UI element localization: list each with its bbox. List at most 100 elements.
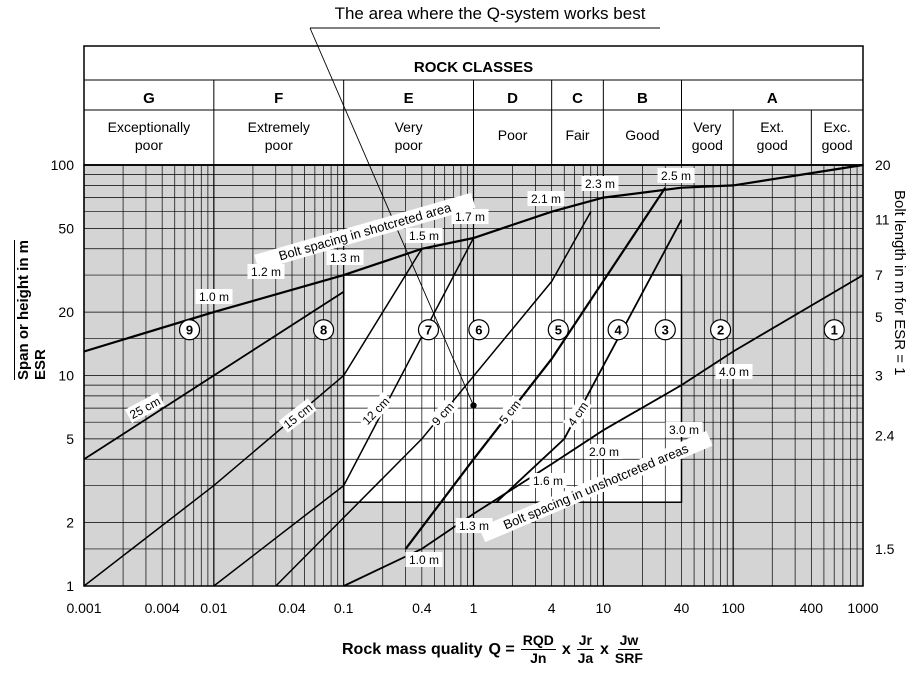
- label-thickness-bg: [562, 396, 593, 431]
- frac-rqd-jn: RQD Jn: [520, 632, 556, 666]
- x-label-q: Q =: [488, 640, 515, 658]
- label-spacing-upper-text: 2.3 m: [585, 177, 615, 191]
- x-tick-label: 0.1: [334, 600, 354, 616]
- label-spacing-upper: 2.3 m: [581, 176, 619, 191]
- class-desc-A: Ext.: [760, 119, 784, 135]
- label-spacing-lower-bg: [715, 364, 753, 379]
- frac-jw-srf: Jw SRF: [614, 632, 643, 666]
- zone-marker-9: [178, 319, 201, 341]
- curve-1: [83, 163, 864, 353]
- frac-jr-ja: Jr Ja: [576, 632, 594, 666]
- y-left-label-num: Span or height in m: [15, 239, 32, 380]
- label-spacing-upper-bg: [581, 176, 619, 191]
- class-letter-A: A: [767, 90, 778, 107]
- zone-marker-3: [654, 319, 676, 341]
- zone-label-4: 4: [615, 323, 623, 338]
- curve-8: [343, 274, 864, 587]
- label-spacing-upper: 1.7 m: [451, 209, 489, 224]
- times-1: x: [561, 640, 571, 658]
- curve-2: [83, 290, 345, 461]
- y-right-tick-label: 11: [875, 212, 890, 228]
- class-desc-D: Poor: [498, 127, 528, 143]
- label-spacing-lower: 3.0 m: [665, 422, 703, 437]
- x-label-prefix: Rock mass quality: [342, 640, 483, 658]
- zone-label-5: 5: [555, 323, 562, 338]
- zone-label-7: 7: [425, 323, 432, 338]
- label-spacing-lower-text: 3.0 m: [669, 423, 699, 437]
- class-letter-E: E: [404, 90, 414, 107]
- label-spacing-lower: 1.3 m: [455, 518, 493, 533]
- label-spacing-lower-text: 1.0 m: [409, 553, 439, 567]
- x-tick-label: 1: [470, 600, 478, 616]
- label-thickness-bg: [124, 392, 165, 423]
- label-spacing-lower-bg: [455, 518, 493, 533]
- class-desc-A: good: [822, 137, 853, 153]
- label-spacing-upper-bg: [195, 289, 233, 304]
- class-letter-D: D: [507, 90, 518, 107]
- curve-5: [275, 211, 592, 587]
- x-tick-label: 40: [674, 600, 690, 616]
- label-spacing-lower-bg: [665, 422, 703, 437]
- y-left-label-den: ESR: [32, 349, 49, 380]
- zone-marker-1: [823, 319, 845, 341]
- class-letter-B: B: [637, 90, 648, 107]
- zone-label-3: 3: [662, 323, 669, 338]
- label-spacing-upper: 1.5 m: [405, 228, 443, 243]
- label-spacing-lower: 2.0 m: [585, 444, 623, 459]
- label-spacing-lower-bg: [585, 444, 623, 459]
- zone-label-2: 2: [717, 323, 724, 338]
- label-spacing-lower-text: 2.0 m: [589, 445, 619, 459]
- y-left-tick-label: 100: [51, 157, 75, 173]
- x-tick-label: 0.001: [66, 600, 101, 616]
- x-tick-label: 0.01: [200, 600, 227, 616]
- zone-marker-8: [312, 319, 335, 341]
- x-tick-label: 100: [721, 600, 745, 616]
- label-spacing-upper: 2.5 m: [657, 168, 695, 183]
- y-left-tick-label: 50: [58, 220, 74, 236]
- label-spacing-upper-bg: [326, 250, 364, 265]
- y-left-tick-label: 1: [66, 578, 74, 594]
- zone-label-1: 1: [831, 323, 838, 338]
- class-letter-G: G: [143, 90, 155, 107]
- class-desc-A: Very: [693, 119, 721, 135]
- class-desc-A: good: [757, 137, 788, 153]
- label-spacing-upper-text: 1.3 m: [330, 251, 360, 265]
- label-thickness-bg: [278, 398, 317, 433]
- label-spacing-upper-bg: [657, 168, 695, 183]
- class-desc-B: Good: [625, 127, 659, 143]
- label-spacing-upper-text: 1.0 m: [199, 290, 229, 304]
- label-spacing-upper-bg: [247, 264, 285, 279]
- class-desc-G: poor: [135, 137, 163, 153]
- y-right-tick-label: 5: [875, 309, 883, 325]
- class-desc-G: Exceptionally: [108, 119, 191, 135]
- x-tick-label: 4: [548, 600, 556, 616]
- top-callout: The area where the Q-system works best: [334, 4, 646, 23]
- class-letter-C: C: [572, 90, 583, 107]
- x-tick-label: 1000: [847, 600, 878, 616]
- label-spacing-upper-text: 1.7 m: [455, 210, 485, 224]
- class-desc-E: poor: [395, 137, 423, 153]
- label-spacing-upper-text: 1.5 m: [409, 229, 439, 243]
- x-tick-label: 10: [596, 600, 612, 616]
- zone-marker-2: [709, 319, 732, 341]
- zone-marker-4: [607, 319, 629, 341]
- label-thickness-bg: [494, 395, 525, 429]
- x-tick-label: 0.004: [145, 600, 180, 616]
- zone-marker-7: [417, 319, 440, 341]
- label-spacing-upper-bg: [527, 191, 565, 206]
- x-tick-label: 0.4: [412, 600, 432, 616]
- x-tick-label: 0.04: [278, 600, 305, 616]
- label-spacing-upper-text: 2.5 m: [661, 169, 691, 183]
- label-thickness-bg: [426, 397, 459, 430]
- label-spacing-upper: 1.2 m: [247, 264, 285, 279]
- curve-3: [83, 248, 423, 587]
- y-left-tick-label: 2: [66, 515, 74, 531]
- best-area-dot: [470, 402, 477, 409]
- label-spacing-lower: 1.0 m: [405, 552, 443, 567]
- zone-label-9: 9: [186, 323, 193, 338]
- label-spacing-upper-bg: [451, 209, 489, 224]
- label-spacing-lower: 1.6 m: [529, 473, 567, 488]
- label-shotcrete-area-bg: [254, 192, 476, 271]
- y-left-tick-label: 20: [58, 304, 74, 320]
